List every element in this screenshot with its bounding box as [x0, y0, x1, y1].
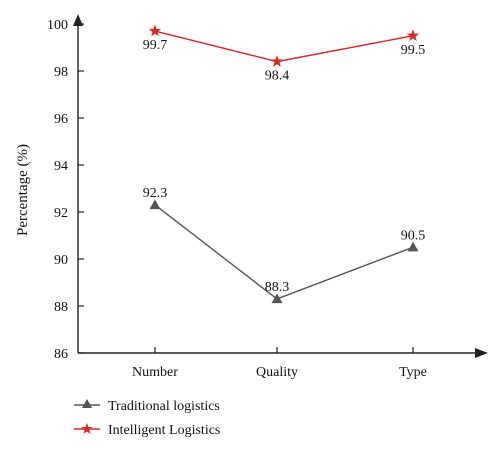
y-ticks: 86 88 90 92 94 96 98 100: [47, 18, 84, 362]
y-tick-label: 94: [54, 159, 68, 174]
data-point: [271, 293, 283, 304]
data-point: [148, 24, 162, 37]
x-tick-label: Quality: [256, 365, 298, 380]
y-tick-label: 96: [54, 112, 68, 127]
legend-label-intelligent: Intelligent Logistics: [108, 423, 220, 438]
y-tick-label: 100: [47, 18, 68, 33]
y-tick-label: 90: [54, 253, 68, 268]
data-point: [270, 55, 284, 67]
triangle-icon: [82, 399, 92, 408]
star-icon: [81, 423, 93, 434]
y-axis-arrow: [73, 14, 83, 26]
data-label: 92.3: [143, 186, 168, 201]
legend-item-traditional: Traditional logistics: [74, 399, 220, 414]
y-tick-label: 98: [54, 65, 68, 80]
legend: Traditional logistics Intelligent Logist…: [74, 399, 220, 438]
y-axis-title: Percentage (%): [15, 144, 31, 236]
data-label: 90.5: [401, 228, 426, 243]
series-layer: 92.3 88.3 90.5 99.7 98.4 99.5: [143, 24, 426, 304]
x-tick-label: Type: [399, 365, 427, 380]
data-label: 88.3: [265, 280, 290, 295]
data-label: 99.5: [401, 43, 426, 58]
x-axis-arrow: [475, 348, 488, 358]
y-tick-label: 88: [54, 300, 68, 315]
legend-label-traditional: Traditional logistics: [108, 399, 220, 414]
data-point: [407, 241, 419, 252]
series-line-1: [154, 30, 414, 63]
data-point: [149, 199, 161, 210]
y-tick-label: 86: [54, 347, 68, 362]
legend-item-intelligent: Intelligent Logistics: [74, 423, 220, 438]
x-tick-label: Number: [132, 365, 178, 380]
x-ticks: Number Quality Type: [132, 347, 427, 380]
data-label: 98.4: [265, 69, 290, 84]
y-tick-label: 92: [54, 206, 68, 221]
data-point: [406, 29, 420, 42]
data-label: 99.7: [143, 38, 168, 53]
